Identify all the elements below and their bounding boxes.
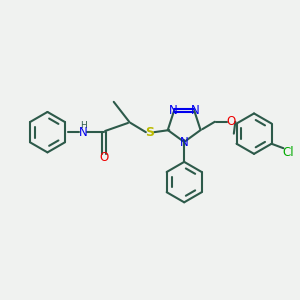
Text: N: N [79,126,88,139]
Text: S: S [146,126,154,139]
Text: N: N [169,104,177,117]
Text: H: H [80,121,86,130]
Text: O: O [226,115,236,128]
Text: N: N [191,104,200,117]
Text: Cl: Cl [283,146,294,159]
Text: O: O [99,151,109,164]
Text: N: N [180,136,189,149]
